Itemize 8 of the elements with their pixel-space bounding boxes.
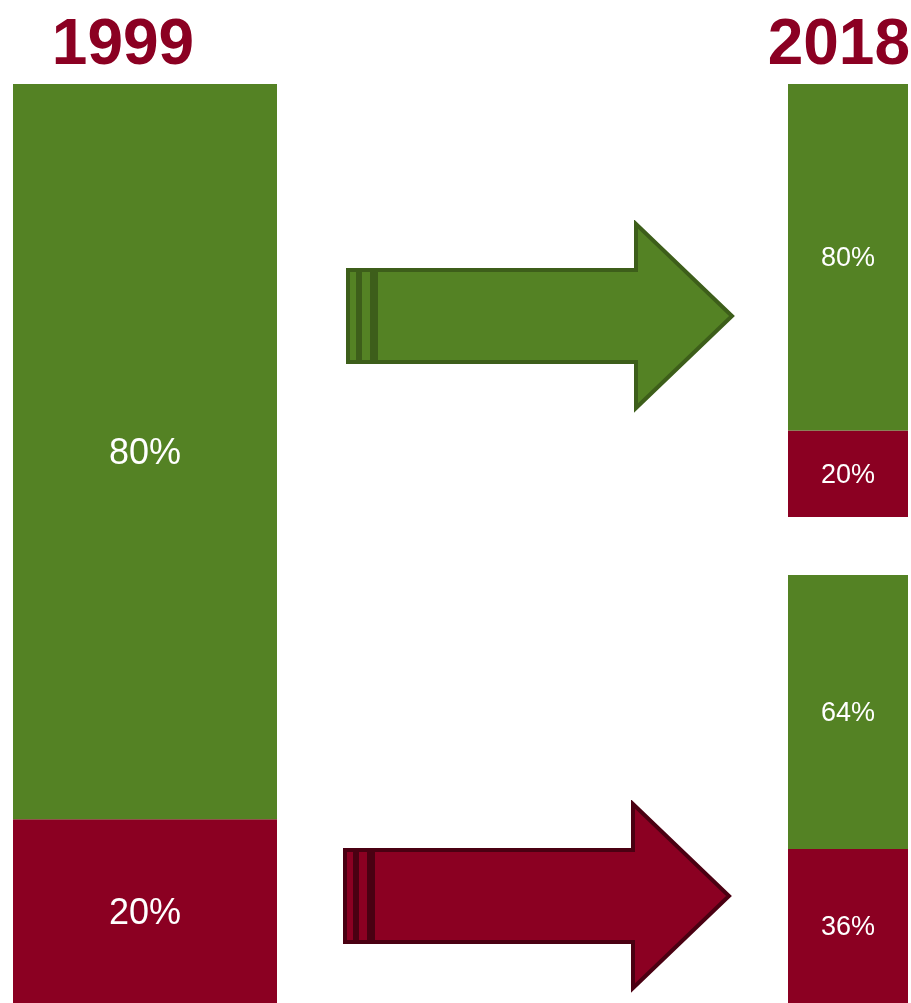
chart-title: 1999	[50, 5, 196, 80]
data-label: 80%	[108, 431, 182, 473]
data-label: 20%	[108, 890, 182, 932]
data-label: 80%	[820, 242, 876, 273]
chart-title: 2018	[766, 5, 910, 80]
data-label: 20%	[820, 458, 876, 489]
data-label: 64%	[820, 696, 876, 727]
data-label: 36%	[820, 910, 876, 941]
